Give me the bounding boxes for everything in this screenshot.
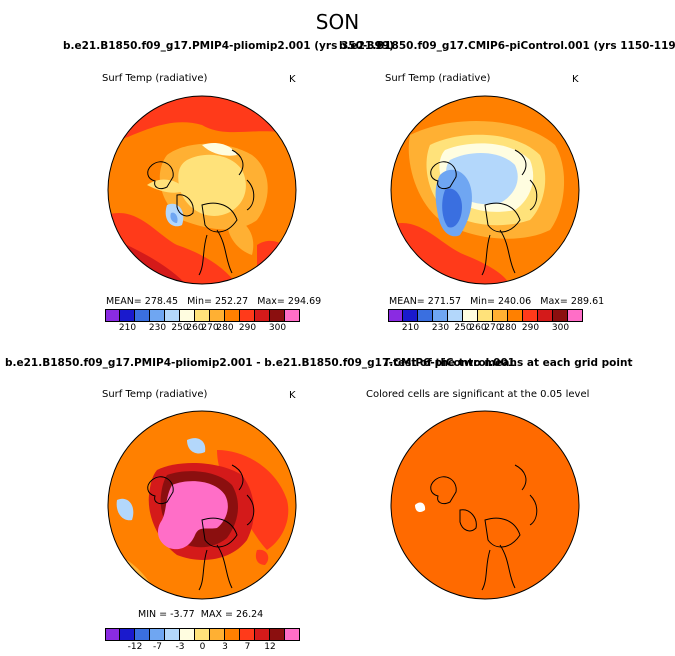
colorbar-panel1-swatch — [105, 310, 120, 321]
right-run-title: b.e21.B1850.f09_g17.CMIP6-piControl.001 … — [339, 40, 675, 52]
colorbar-panel2-tick-label: 290 — [521, 323, 540, 333]
colorbar-panel1-swatch — [225, 310, 240, 321]
map-panel1 — [107, 95, 297, 285]
colorbar-panel1-swatch — [150, 310, 165, 321]
panel2-variable: Surf Temp (radiative) — [385, 73, 491, 84]
colorbar-panel2-tick-label: 270 — [484, 323, 502, 333]
colorbar-panel2-swatch — [478, 310, 493, 321]
colorbar-panel2-swatch — [418, 310, 433, 321]
colorbar-panel2-tick-label: 300 — [551, 323, 570, 333]
colorbar-panel2-swatch — [568, 310, 583, 321]
colorbar-panel3 — [105, 628, 300, 641]
colorbar-panel1-swatch — [210, 310, 225, 321]
colorbar-panel3-swatch — [165, 629, 180, 640]
colorbar-panel1-tick-label: 280 — [216, 323, 234, 333]
colorbar-panel3-swatch — [270, 629, 285, 640]
colorbar-panel2 — [388, 309, 583, 322]
colorbar-panel3-swatch — [240, 629, 255, 640]
colorbar-panel1-swatch — [270, 310, 285, 321]
colorbar-panel2-tick-label: 210 — [401, 323, 420, 333]
colorbar-panel1-swatch — [180, 310, 195, 321]
colorbar-panel2-swatch — [493, 310, 508, 321]
colorbar-panel3-swatch — [150, 629, 165, 640]
panel2-stats: MEAN= 271.57 Min= 240.06 Max= 289.61 — [389, 296, 605, 307]
map-panel3 — [107, 410, 297, 600]
colorbar-panel3-tick-label: -3 — [175, 642, 185, 652]
colorbar-panel3-tick-label: -12 — [127, 642, 143, 652]
map-panel4 — [390, 410, 580, 600]
colorbar-panel3-swatch — [120, 629, 135, 640]
colorbar-panel1-swatch — [195, 310, 210, 321]
colorbar-panel1-tick-label: 290 — [238, 323, 257, 333]
colorbar-panel1-tick-label: 270 — [201, 323, 219, 333]
panel1-variable: Surf Temp (radiative) — [102, 73, 208, 84]
colorbar-panel3-tick-label: 7 — [244, 642, 251, 652]
colorbar-panel2-swatch — [403, 310, 418, 321]
colorbar-panel1-tick-label: 260 — [186, 323, 204, 333]
colorbar-panel2-tick-label: 260 — [469, 323, 487, 333]
ttest-title: T-test of the two means at each grid poi… — [383, 357, 633, 369]
colorbar-panel2-swatch — [553, 310, 568, 321]
panel3-variable: Surf Temp (radiative) — [102, 389, 208, 400]
colorbar-panel3-swatch — [210, 629, 225, 640]
colorbar-panel1-swatch — [240, 310, 255, 321]
colorbar-panel1-swatch — [165, 310, 180, 321]
colorbar-panel3-tick-label: 3 — [222, 642, 228, 652]
colorbar-panel2-swatch — [538, 310, 553, 321]
panel1-units: K — [289, 74, 296, 85]
colorbar-panel2-swatch — [388, 310, 403, 321]
colorbar-panel3-tick-label: 0 — [199, 642, 206, 652]
colorbar-panel3-swatch — [285, 629, 300, 640]
colorbar-panel1-swatch — [135, 310, 150, 321]
colorbar-panel1-tick-label: 230 — [148, 323, 167, 333]
colorbar-panel3-swatch — [105, 629, 120, 640]
panel3-stats: MIN = -3.77 MAX = 26.24 — [138, 609, 264, 620]
colorbar-panel2-swatch — [463, 310, 478, 321]
colorbar-panel3-tick-label: 12 — [264, 642, 276, 652]
colorbar-panel3-swatch — [255, 629, 270, 640]
colorbar-panel1-swatch — [120, 310, 135, 321]
colorbar-panel2-tick-label: 250 — [454, 323, 472, 333]
colorbar-panel2-swatch — [523, 310, 538, 321]
colorbar-panel3-swatch — [195, 629, 210, 640]
colorbar-panel2-swatch — [433, 310, 448, 321]
colorbar-panel3-swatch — [225, 629, 240, 640]
colorbar-panel1-swatch — [255, 310, 270, 321]
diff-title: b.e21.B1850.f09_g17.PMIP4-pliomip2.001 -… — [5, 357, 516, 369]
colorbar-panel3-swatch — [135, 629, 150, 640]
colorbar-panel1-swatch — [285, 310, 300, 321]
panel2-units: K — [572, 74, 579, 85]
panel1-stats: MEAN= 278.45 Min= 252.27 Max= 294.69 — [106, 296, 322, 307]
colorbar-panel2-tick-label: 230 — [431, 323, 450, 333]
colorbar-panel2-tick-label: 280 — [499, 323, 517, 333]
colorbar-panel3-tick-label: -7 — [153, 642, 162, 652]
left-run-title: b.e21.B1850.f09_g17.PMIP4-pliomip2.001 (… — [63, 40, 394, 52]
colorbar-panel1 — [105, 309, 300, 322]
colorbar-panel3-swatch — [180, 629, 195, 640]
colorbar-panel2-swatch — [448, 310, 463, 321]
season-title: SON — [315, 10, 360, 34]
map-panel2 — [390, 95, 580, 285]
panel4-note: Colored cells are significant at the 0.0… — [366, 389, 590, 400]
colorbar-panel1-tick-label: 250 — [171, 323, 189, 333]
colorbar-panel2-swatch — [508, 310, 523, 321]
colorbar-panel1-tick-label: 210 — [118, 323, 137, 333]
colorbar-panel1-tick-label: 300 — [268, 323, 287, 333]
panel3-units: K — [289, 390, 296, 401]
